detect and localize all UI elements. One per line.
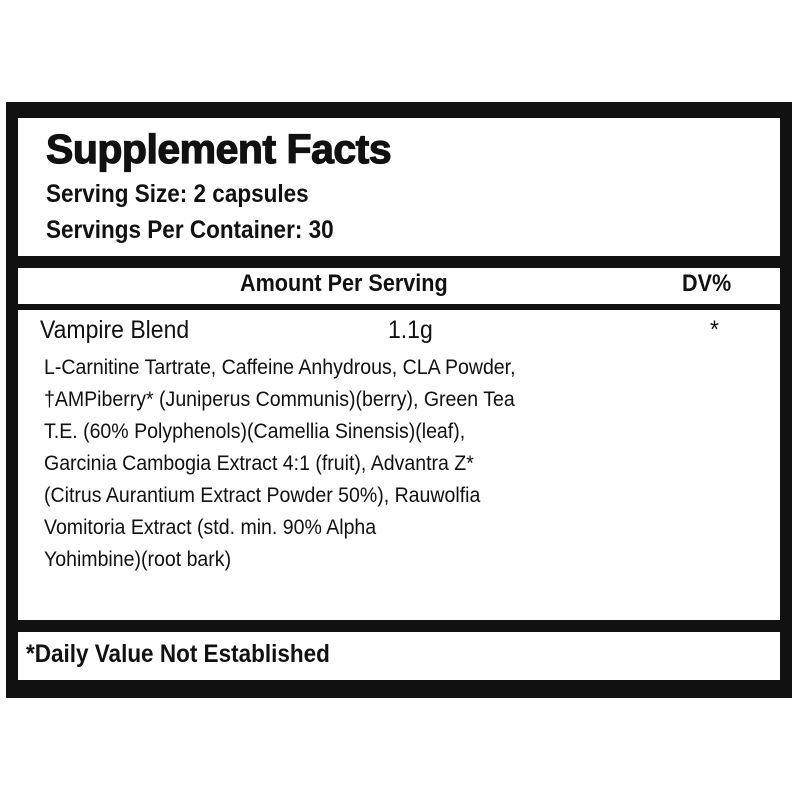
label-footer: *Daily Value Not Established	[18, 632, 780, 680]
ingredient-line: †AMPiberry* (Juniperus Communis)(berry),…	[44, 388, 515, 411]
dv-header: DV%	[682, 270, 732, 297]
supplement-facts-label: Supplement Facts Serving Size: 2 capsule…	[6, 102, 792, 698]
ingredient-line: T.E. (60% Polyphenols)(Camellia Sinensis…	[44, 420, 466, 443]
ingredients-section: Vampire Blend 1.1g * L-Carnitine Tartrat…	[18, 310, 780, 620]
blend-dv: *	[710, 316, 719, 344]
label-header: Supplement Facts Serving Size: 2 capsule…	[18, 118, 780, 256]
ingredient-line: Yohimbine)(root bark)	[44, 548, 232, 571]
amount-per-serving-header: Amount Per Serving	[240, 270, 448, 297]
blend-name: Vampire Blend	[40, 316, 190, 344]
daily-value-footnote: *Daily Value Not Established	[26, 640, 330, 668]
ingredient-line: (Citrus Aurantium Extract Powder 50%), R…	[44, 484, 481, 507]
label-title: Supplement Facts	[45, 125, 392, 172]
blend-amount: 1.1g	[388, 316, 433, 344]
servings-per-container: Servings Per Container: 30	[46, 216, 334, 244]
column-headers: Amount Per Serving DV%	[18, 268, 780, 304]
ingredient-line: Garcinia Cambogia Extract 4:1 (fruit), A…	[44, 452, 474, 475]
serving-size: Serving Size: 2 capsules	[46, 180, 309, 208]
ingredient-line: Vomitoria Extract (std. min. 90% Alpha	[44, 516, 377, 539]
ingredient-line: L-Carnitine Tartrate, Caffeine Anhydrous…	[44, 356, 516, 379]
